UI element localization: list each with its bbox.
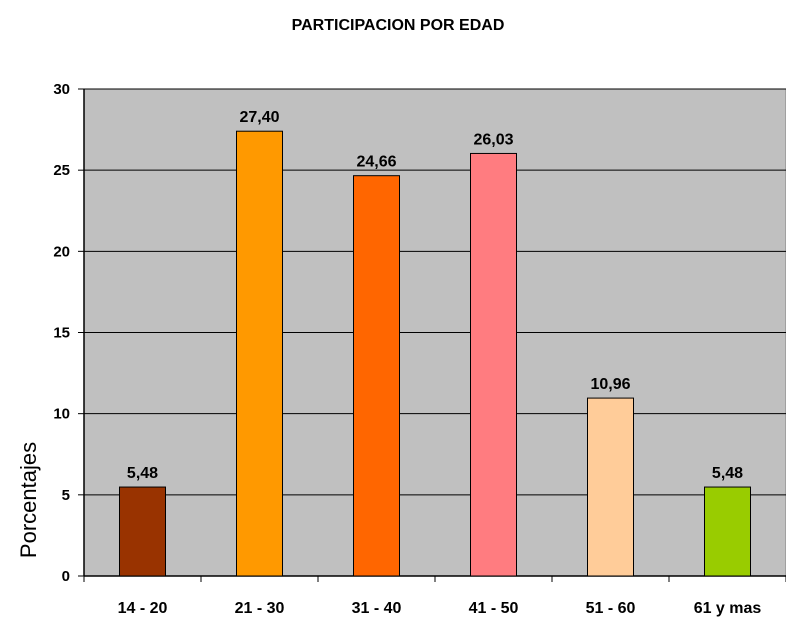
x-tick-label: 51 - 60 [586, 600, 636, 617]
y-tick-label: 10 [53, 406, 70, 423]
data-label: 27,40 [239, 109, 279, 126]
y-tick-label: 30 [53, 81, 70, 98]
x-tick-label: 61 y mas [694, 600, 762, 617]
data-label: 5,48 [712, 465, 743, 482]
data-label: 10,96 [590, 376, 630, 393]
y-tick-label: 25 [53, 162, 70, 179]
data-label: 26,03 [473, 131, 513, 148]
y-tick-label: 15 [53, 325, 70, 342]
bar [704, 486, 751, 577]
bar [587, 397, 634, 577]
chart-title: PARTICIPACION POR EDAD [292, 17, 505, 34]
data-label: 5,48 [127, 465, 158, 482]
y-tick-label: 20 [53, 243, 70, 260]
y-tick-label: 5 [62, 487, 70, 504]
x-tick-label: 31 - 40 [352, 600, 402, 617]
bar [470, 152, 517, 577]
x-tick-label: 21 - 30 [235, 600, 285, 617]
x-tick-label: 41 - 50 [469, 600, 519, 617]
bar [236, 130, 283, 577]
bar [119, 486, 166, 577]
y-tick-label: 0 [62, 568, 70, 585]
plot-area: 0 5 10 15 20 25 30 5,48 14 - 20 27,40 21 - 30 24,66… [53, 81, 786, 617]
y-axis-label: Porcentajes [16, 442, 41, 558]
bar [353, 175, 400, 577]
data-label: 24,66 [356, 154, 396, 171]
x-tick-label: 14 - 20 [118, 600, 168, 617]
